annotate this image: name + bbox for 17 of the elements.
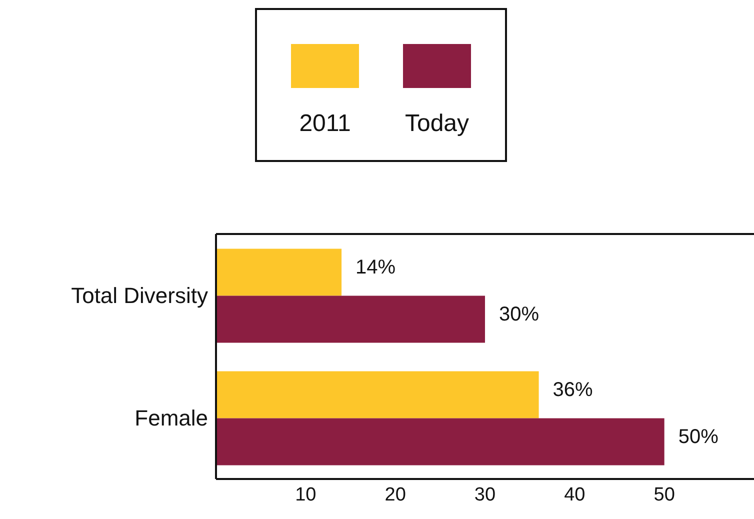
x-tick-label: 30 [474, 484, 496, 506]
y-tick-label: Female [134, 406, 208, 431]
legend-label: Today [404, 110, 470, 138]
bar [216, 248, 342, 296]
data-label: 30% [499, 303, 540, 326]
x-tick-label: 50 [654, 484, 675, 506]
data-label: 50% [678, 426, 719, 448]
bar [216, 418, 664, 466]
data-label: 14% [356, 256, 396, 278]
x-tick-label: 20 [384, 484, 406, 506]
data-label: 36% [552, 378, 594, 401]
x-tick-label: 40 [564, 484, 586, 506]
bar [216, 371, 539, 418]
x-tick-label: 10 [295, 484, 316, 506]
legend-label: 2011 [299, 110, 351, 138]
y-tick-label: Total Diversity [71, 283, 208, 308]
bar [216, 296, 485, 343]
